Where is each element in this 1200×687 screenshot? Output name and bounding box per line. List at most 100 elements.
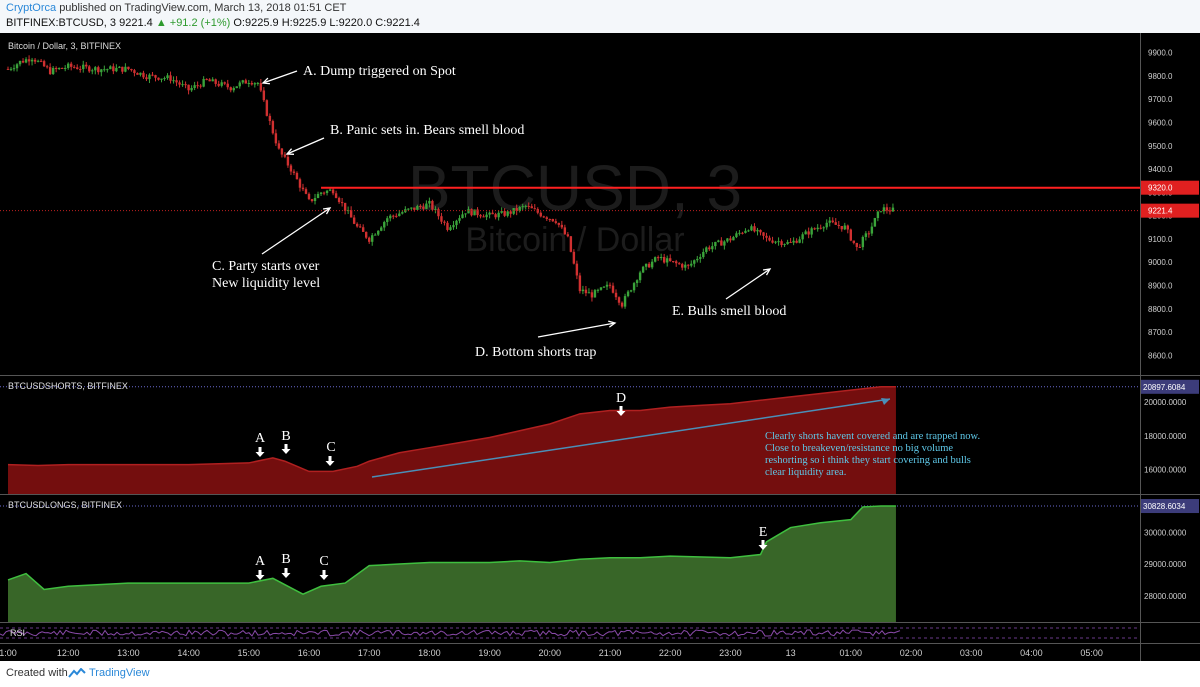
candle-body	[310, 199, 314, 202]
time-axis-tick: 13:00	[117, 648, 140, 658]
candle-body	[205, 78, 208, 80]
candle-body	[63, 67, 67, 69]
candle-body	[169, 75, 172, 81]
price-axis-tick: 9400.0	[1148, 165, 1173, 174]
candle-body	[289, 165, 293, 172]
price-axis-tick: 8800.0	[1148, 305, 1173, 314]
candle-body	[774, 241, 777, 243]
candle-body	[70, 63, 73, 67]
candle-body	[319, 192, 323, 194]
candle-body	[389, 215, 392, 219]
candle-body	[638, 272, 642, 281]
candle-body	[106, 69, 109, 71]
candle-body	[641, 266, 645, 273]
longs-area	[8, 505, 896, 622]
candle-body	[244, 80, 247, 84]
candle-body	[196, 85, 199, 87]
candle-body	[771, 240, 774, 243]
candle-body	[747, 230, 750, 232]
candle-body	[518, 206, 521, 212]
candle-body	[280, 148, 284, 155]
candle-body	[861, 236, 865, 248]
candle-body	[867, 233, 871, 235]
up-arrow-icon: ▲	[155, 17, 167, 29]
candle-body	[738, 232, 741, 234]
candle-body	[497, 212, 500, 218]
candle-body	[768, 237, 771, 241]
symbol-line: BITFINEX:BTCUSD, 3 9221.4 ▲ +91.2 (+1%) …	[6, 17, 420, 29]
candle-body	[337, 197, 341, 203]
candle-body	[726, 238, 729, 242]
candle-body	[416, 206, 419, 210]
candle-body	[696, 258, 699, 261]
shorts-title: BTCUSDSHORTS, BITFINEX	[8, 381, 128, 391]
longs-letter-c: C	[319, 554, 328, 569]
candle-body	[828, 220, 831, 223]
candle-body	[88, 66, 91, 72]
candle-body	[801, 234, 804, 240]
candle-body	[298, 179, 302, 188]
candle-body	[443, 221, 446, 223]
candle-body	[166, 75, 169, 79]
candle-body	[584, 289, 588, 294]
candle-body	[27, 59, 31, 62]
last-price-text: 9221.4	[119, 17, 153, 29]
candle-body	[656, 257, 660, 259]
candle-body	[419, 206, 422, 208]
candle-body	[885, 207, 889, 211]
candle-body	[723, 241, 726, 246]
price-axis-tick: 8700.0	[1148, 328, 1173, 337]
candle-body	[268, 115, 272, 122]
time-axis-tick: 04:00	[1020, 648, 1043, 658]
candle-body	[756, 229, 759, 232]
candle-body	[783, 244, 786, 246]
candle-body	[112, 66, 115, 72]
candle-body	[60, 67, 64, 69]
candle-body	[401, 212, 404, 214]
candle-body	[145, 77, 148, 80]
candle-body	[45, 66, 49, 68]
longs-down-arrow-icon	[281, 568, 291, 578]
candle-body	[852, 240, 856, 243]
shorts-letter-d: D	[616, 391, 626, 406]
candle-body	[659, 257, 663, 259]
time-axis-tick: 13	[786, 648, 796, 658]
candle-body	[277, 143, 281, 149]
candle-body	[729, 238, 732, 241]
longs-letter-b: B	[281, 552, 290, 567]
candle-body	[392, 215, 395, 217]
candle-body	[163, 78, 166, 80]
candle-body	[678, 263, 681, 265]
candle-body	[714, 241, 717, 247]
candle-body	[449, 227, 452, 230]
candle-body	[413, 207, 416, 210]
chart-area[interactable]: BTCUSD, 3 Bitcoin / Dollar 9900.0 9800.0 970…	[0, 33, 1200, 661]
candle-body	[653, 257, 657, 262]
candle-body	[322, 192, 326, 194]
candle-body	[271, 121, 275, 134]
candle-body	[843, 225, 846, 230]
candle-body	[91, 70, 94, 72]
candle-body	[798, 239, 801, 243]
candle-body	[780, 241, 783, 246]
candle-body	[888, 210, 892, 212]
candle-body	[57, 67, 61, 70]
longs-down-arrow-icon	[255, 570, 265, 580]
candle-body	[187, 84, 190, 91]
tradingview-brand[interactable]: TradingView	[89, 667, 150, 679]
annotation-c-arrow	[261, 207, 331, 255]
candle-body	[590, 292, 594, 298]
candle-body	[741, 232, 744, 234]
candle-body	[42, 61, 46, 67]
main-pane-title: Bitcoin / Dollar, 3, BITFINEX	[8, 41, 121, 51]
annotation-d: D. Bottom shorts trap	[475, 345, 596, 360]
candle-body	[467, 209, 470, 214]
candle-body	[340, 202, 344, 204]
candle-body	[572, 251, 576, 264]
author-link[interactable]: CryptOrca	[6, 2, 57, 14]
candle-body	[527, 205, 530, 207]
candle-body	[506, 211, 509, 216]
candle-body	[623, 296, 627, 307]
longs-title: BTCUSDLONGS, BITFINEX	[8, 500, 122, 510]
